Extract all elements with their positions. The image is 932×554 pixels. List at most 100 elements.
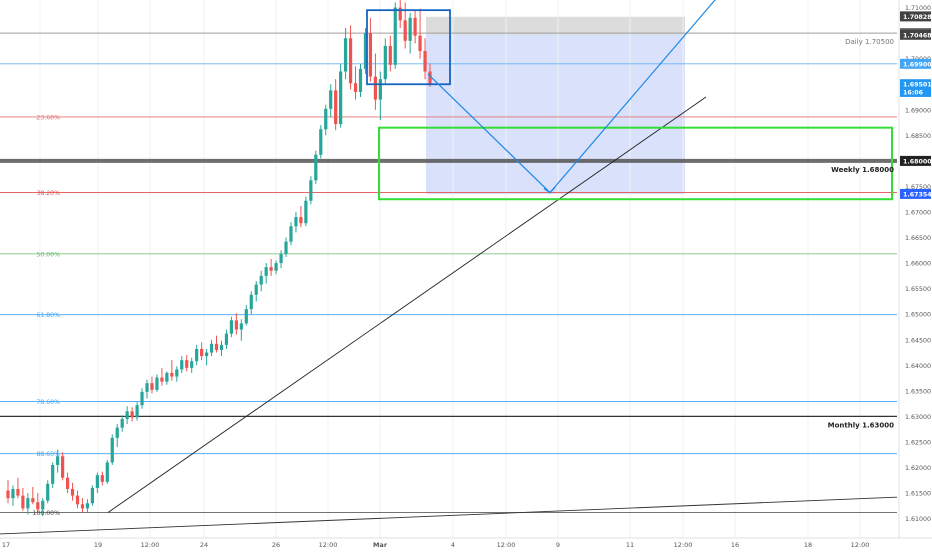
candle-body-58	[294, 217, 298, 227]
candle-body-84	[423, 51, 427, 72]
candle-body-59	[299, 217, 303, 224]
y-tick-12: 1.66000	[905, 261, 931, 268]
candle-body-64	[324, 108, 328, 130]
y-tick-11: 1.65500	[905, 286, 931, 293]
y-tick-6: 1.63000	[905, 414, 931, 421]
trend-line-lower	[0, 496, 898, 535]
candle-body-52	[264, 267, 268, 276]
y-tick-15: 1.67500	[905, 184, 931, 191]
x-tick-6: Mar	[373, 541, 388, 549]
candle-body-74	[373, 76, 377, 100]
price-tag-5: 16:06	[903, 89, 924, 96]
projection-arrowhead-down	[543, 187, 556, 194]
candle-body-23	[120, 418, 124, 428]
x-tick-9: 9	[556, 541, 560, 549]
candle-body-17	[90, 487, 94, 504]
candle-body-75	[378, 79, 382, 100]
candle-body-47	[239, 323, 243, 330]
fib-label-5: 78.60%	[36, 399, 60, 406]
candle-body-18	[95, 475, 99, 488]
candle-body-45	[229, 320, 234, 334]
candle-body-8	[46, 483, 50, 501]
fib-label-2: 38.20%	[36, 190, 60, 197]
candle-body-22	[115, 427, 119, 438]
candle-body-49	[249, 294, 253, 310]
price-tag-bg-0	[900, 11, 931, 22]
candle-body-9	[51, 464, 55, 484]
candle-body-26	[135, 405, 139, 418]
candle-body-39	[200, 348, 204, 357]
x-tick-8: 12:00	[497, 541, 516, 549]
y-tick-3: 1.61500	[905, 491, 931, 498]
candle-body-69	[348, 38, 353, 84]
price-tag-bg-7	[900, 188, 931, 199]
x-tick-4: 26	[272, 541, 280, 549]
candle-body-27	[140, 391, 144, 406]
y-tick-22: 1.71000	[905, 5, 931, 12]
candle-body-70	[353, 83, 358, 92]
candle-body-4	[26, 498, 30, 509]
candle-body-63	[319, 129, 323, 155]
fib-label-3: 50.00%	[36, 251, 60, 258]
consolidation-box[interactable]	[366, 9, 451, 86]
candle-body-33	[170, 372, 174, 377]
y-tick-14: 1.67000	[905, 210, 931, 217]
candle-body-72	[363, 33, 368, 69]
candle-body-34	[175, 369, 179, 377]
candle-body-68	[344, 38, 348, 72]
candle-body-2	[16, 488, 20, 496]
candle-body-48	[244, 309, 248, 324]
candle-body-32	[165, 372, 169, 382]
x-tick-13: 18	[804, 541, 812, 549]
candle-body-46	[234, 320, 238, 330]
candle-body-78	[393, 7, 397, 65]
y-tick-9: 1.64500	[905, 337, 931, 344]
candle-body-57	[289, 226, 293, 242]
x-tick-3: 24	[200, 541, 208, 549]
candle-body-21	[110, 437, 114, 463]
fib-label-4: 61.80%	[36, 312, 60, 319]
candle-body-3	[21, 495, 25, 509]
x-tick-5: 12:00	[319, 541, 338, 549]
candle-body-36	[185, 360, 189, 368]
y-tick-10: 1.65000	[905, 312, 931, 319]
candle-body-65	[329, 90, 333, 109]
candle-body-42	[214, 343, 219, 350]
candle-body-29	[150, 383, 154, 390]
candle-body-24	[125, 411, 129, 419]
candle-body-35	[180, 360, 184, 370]
price-tag-7: 1.67354	[903, 191, 932, 198]
x-tick-7: 4	[451, 541, 455, 549]
price-tag-2: 1.70468	[903, 32, 932, 39]
x-tick-1: 19	[94, 541, 102, 549]
candle-body-19	[100, 475, 104, 482]
candle-body-20	[105, 462, 109, 482]
candle-body-82	[413, 17, 417, 36]
candle-body-12	[65, 477, 70, 489]
candle-body-73	[368, 33, 373, 77]
price-tag-bg-4	[900, 79, 931, 90]
y-tick-4: 1.62000	[905, 465, 931, 472]
candle-body-51	[259, 275, 263, 285]
price-tag-bg-2	[900, 29, 931, 40]
price-tag-bg-5	[900, 86, 931, 97]
support-zone-box[interactable]	[378, 126, 893, 201]
candle-body-85	[428, 71, 432, 85]
daily-resistance-zone	[426, 16, 685, 35]
x-tick-11: 12:00	[674, 541, 693, 549]
price-tag-3: 1.69900	[903, 61, 932, 68]
candle-body-40	[204, 352, 209, 357]
fib-label-6: 88.60%	[36, 451, 60, 458]
candle-body-41	[209, 343, 214, 353]
candle-body-76	[383, 45, 387, 80]
y-tick-18: 1.69000	[905, 107, 931, 114]
candle-body-7	[41, 500, 45, 510]
candle-body-0	[6, 490, 10, 499]
candle-body-6	[36, 502, 40, 510]
fib-label-7: 100.00%	[32, 510, 60, 517]
candle-body-25	[130, 411, 134, 418]
level-label-0: Daily 1.70500	[845, 38, 894, 46]
candle-body-61	[309, 180, 313, 201]
